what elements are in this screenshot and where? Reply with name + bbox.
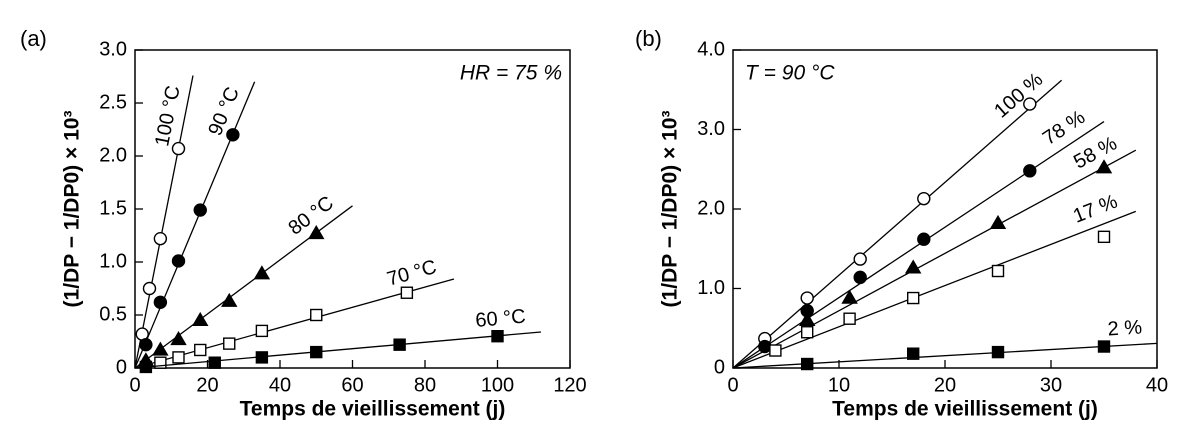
y-tick-label: 0 bbox=[116, 356, 127, 378]
marker bbox=[801, 326, 814, 339]
marker bbox=[193, 203, 207, 217]
fit-line bbox=[135, 331, 542, 368]
marker bbox=[253, 265, 271, 280]
marker bbox=[769, 344, 782, 357]
series-label: 100 % bbox=[990, 68, 1047, 122]
marker bbox=[192, 311, 209, 326]
marker bbox=[1095, 159, 1113, 174]
marker bbox=[917, 191, 931, 206]
x-tick-label: 100 bbox=[481, 374, 514, 396]
marker bbox=[907, 347, 920, 360]
marker bbox=[393, 338, 406, 351]
x-tick-label: 80 bbox=[414, 374, 436, 396]
y-tick-label: 3.0 bbox=[99, 38, 127, 60]
y-tick-label: 2.5 bbox=[99, 91, 127, 113]
marker bbox=[1097, 340, 1111, 353]
series-label: 60 °C bbox=[475, 306, 527, 332]
fit-line bbox=[733, 210, 1137, 368]
marker bbox=[843, 312, 856, 325]
panel-label: (b) bbox=[635, 26, 662, 51]
marker bbox=[255, 351, 269, 364]
marker bbox=[310, 345, 323, 359]
x-tick-label: 20 bbox=[934, 374, 956, 396]
marker bbox=[853, 252, 867, 266]
marker bbox=[1023, 164, 1037, 178]
fit-line bbox=[135, 75, 194, 368]
x-tick-label: 10 bbox=[828, 374, 850, 396]
marker bbox=[223, 337, 236, 350]
marker bbox=[308, 224, 325, 240]
marker bbox=[991, 264, 1005, 278]
marker bbox=[798, 311, 816, 326]
x-tick-label: 30 bbox=[1040, 374, 1062, 396]
marker bbox=[152, 341, 169, 356]
x-tick-label: 40 bbox=[1146, 374, 1168, 396]
marker bbox=[801, 357, 814, 371]
fit-line bbox=[135, 205, 353, 368]
y-tick-label: 4.0 bbox=[697, 38, 725, 60]
marker bbox=[142, 281, 157, 296]
marker bbox=[170, 330, 187, 346]
series-label: 2 % bbox=[1107, 316, 1143, 340]
series-label: 78 % bbox=[1039, 106, 1089, 150]
marker bbox=[172, 351, 185, 364]
fit-line bbox=[733, 149, 1137, 368]
marker bbox=[221, 292, 238, 307]
marker bbox=[171, 141, 186, 156]
y-tick-label: 3.0 bbox=[697, 118, 725, 140]
marker bbox=[853, 270, 867, 285]
series-label: 80 °C bbox=[284, 192, 337, 240]
marker bbox=[171, 254, 186, 268]
x-axis-label: Temps de vieillissement (j) bbox=[832, 398, 1098, 421]
x-tick-label: 40 bbox=[269, 374, 291, 396]
series-label: 17 % bbox=[1070, 191, 1121, 228]
marker bbox=[194, 343, 207, 357]
fit-line bbox=[733, 121, 1105, 368]
y-tick-label: 1.0 bbox=[99, 250, 127, 272]
marker bbox=[153, 231, 168, 246]
fit-line bbox=[733, 79, 1063, 368]
y-tick-label: 1.0 bbox=[697, 277, 725, 299]
marker bbox=[139, 337, 153, 352]
y-tick-label: 0.5 bbox=[99, 303, 127, 325]
y-axis-label: (1/DP − 1/DP0) × 10³ bbox=[659, 111, 682, 308]
marker bbox=[841, 289, 858, 304]
marker bbox=[800, 291, 814, 305]
x-tick-label: 0 bbox=[129, 374, 140, 396]
marker bbox=[154, 356, 167, 369]
marker bbox=[255, 324, 269, 338]
series-label: 100 °C bbox=[151, 84, 185, 148]
marker bbox=[991, 345, 1005, 359]
marker bbox=[208, 356, 221, 369]
x-tick-label: 0 bbox=[727, 374, 738, 396]
marker bbox=[907, 291, 920, 305]
marker bbox=[1023, 97, 1037, 111]
marker bbox=[139, 360, 153, 374]
marker bbox=[917, 232, 931, 246]
y-tick-label: 0 bbox=[714, 356, 725, 378]
marker bbox=[989, 214, 1007, 230]
x-tick-label: 60 bbox=[341, 374, 363, 396]
x-tick-label: 120 bbox=[553, 374, 586, 396]
marker bbox=[310, 308, 323, 322]
marker bbox=[904, 259, 922, 274]
panel-label: (a) bbox=[20, 26, 47, 51]
y-axis-label: (1/DP − 1/DP0) × 10³ bbox=[61, 111, 84, 308]
annotation: T = 90 °C bbox=[745, 62, 835, 85]
marker bbox=[1097, 230, 1111, 244]
x-tick-label: 20 bbox=[196, 374, 218, 396]
marker bbox=[491, 330, 504, 343]
y-tick-label: 2.0 bbox=[697, 197, 725, 219]
marker bbox=[153, 295, 168, 309]
y-tick-label: 2.0 bbox=[99, 144, 127, 166]
x-axis-label: Temps de vieillissement (j) bbox=[240, 398, 506, 421]
annotation: HR = 75 % bbox=[460, 62, 562, 85]
marker bbox=[226, 128, 240, 142]
y-tick-label: 1.5 bbox=[99, 197, 127, 219]
marker bbox=[400, 286, 414, 299]
